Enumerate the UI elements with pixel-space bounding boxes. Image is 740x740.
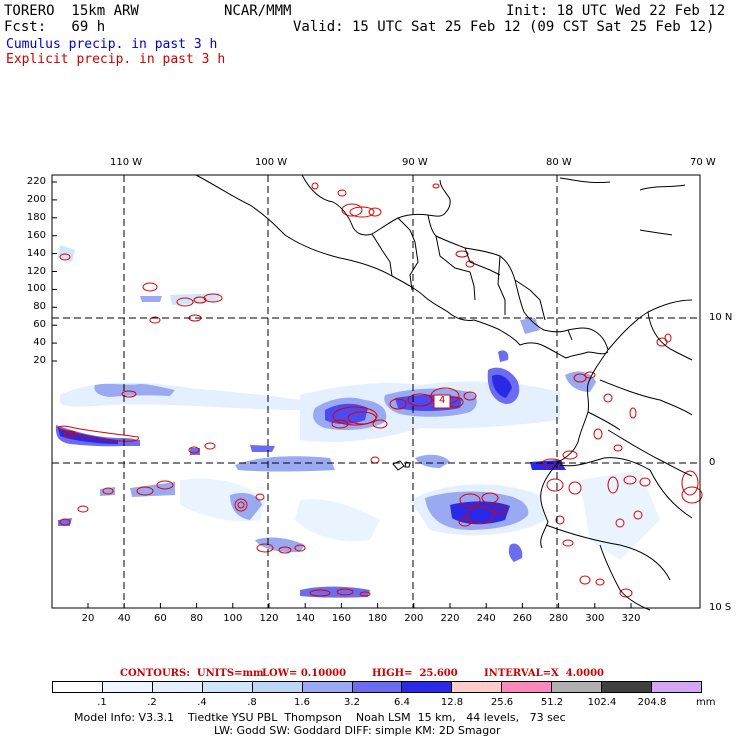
valid-time: Valid: 15 UTC Sat 25 Feb 12 (09 CST Sat …: [293, 19, 715, 35]
lon-label-90w: 90 W: [402, 157, 428, 168]
colorbar-label: 1.6: [294, 697, 310, 708]
colorbar-label: .1: [97, 697, 107, 708]
forecast-hour: Fcst: 69 h: [4, 19, 106, 35]
lon-label-80w: 80 W: [546, 157, 572, 168]
explicit-precip-contours: [57, 182, 703, 598]
colorbar-segment: [652, 682, 701, 692]
x-tick-label: 20: [81, 613, 95, 624]
x-tick-label: 260: [512, 613, 532, 624]
colorbar-segment: [602, 682, 653, 692]
contour-high: HIGH= 25.600: [372, 668, 458, 679]
colorbar-segment: [302, 682, 353, 692]
x-tick-label: 160: [331, 613, 351, 624]
contour-label-box: [433, 394, 451, 409]
lat-lon-grid: [52, 175, 700, 608]
colorbar-segment: [152, 682, 203, 692]
colorbar-segment: [202, 682, 253, 692]
x-tick-label: 40: [117, 613, 131, 624]
y-tick-label: 80: [33, 301, 46, 313]
colorbar-label: .8: [247, 697, 257, 708]
init-time: Init: 18 UTC Wed 22 Feb 12: [506, 3, 726, 19]
colorbar-label: 3.2: [344, 697, 360, 708]
y-tick-label: 120: [26, 265, 46, 277]
lat-label-10s: 10 S: [709, 602, 732, 613]
colorbar-segment: [352, 682, 403, 692]
colorbar-unit: mm: [696, 697, 716, 708]
x-tick-label: 280: [549, 613, 569, 624]
contour-units: CONTOURS: UNITS=mm: [120, 668, 264, 679]
x-tick-label: 100: [223, 613, 243, 624]
colorbar-label: 51.2: [540, 697, 564, 708]
y-tick-label: 160: [26, 229, 46, 241]
colorbar-label: 25.6: [490, 697, 514, 708]
x-tick-label: 200: [404, 613, 424, 624]
lon-label-70w: 70 W: [690, 157, 716, 168]
cumulus-precip-field: [55, 245, 660, 598]
x-tick-label: 80: [190, 613, 203, 624]
y-tick-label: 200: [26, 193, 46, 205]
map-frame: [51, 174, 701, 609]
contour-label: 4: [439, 395, 446, 406]
lat-label-10n: 10 N: [709, 312, 733, 323]
lat-label-0: 0: [709, 457, 716, 468]
colorbar-label: 6.4: [394, 697, 410, 708]
y-tick-label: 180: [26, 211, 46, 223]
colorbar-segment: [102, 682, 153, 692]
x-tick-label: 60: [154, 613, 167, 624]
y-tick-label: 20: [33, 355, 46, 366]
org-label: NCAR/MMM: [224, 3, 292, 19]
x-tick-label: 320: [621, 613, 641, 624]
y-tick-label: 140: [26, 247, 46, 259]
colorbar-segment: [502, 682, 553, 692]
model-physics: LW: Godd SW: Goddard DIFF: simple KM: 2D…: [214, 724, 501, 737]
y-tick-label: 100: [26, 283, 46, 295]
colorbar-label: 204.8: [637, 697, 667, 708]
x-tick-label: 140: [295, 613, 315, 624]
cumulus-legend: Cumulus precip. in past 3 h: [6, 37, 218, 52]
y-tick-label: 220: [26, 176, 46, 187]
contour-low: LOW= 0.10000: [262, 668, 347, 679]
y-tick-label: 40: [33, 337, 46, 349]
colorbar-segment: [552, 682, 603, 692]
x-tick-label: 300: [585, 613, 605, 624]
x-tick-label: 240: [476, 613, 496, 624]
colorbar-segment: [402, 682, 453, 692]
colorbar-label: .4: [197, 697, 207, 708]
x-tick-label: 120: [259, 613, 279, 624]
colorbar-label: .2: [147, 697, 157, 708]
axis-ticks: [52, 181, 632, 608]
colorbar-segment: [452, 682, 503, 692]
x-tick-label: 180: [368, 613, 388, 624]
lon-label-100w: 100 W: [255, 157, 288, 168]
explicit-legend: Explicit precip. in past 3 h: [6, 52, 226, 67]
colorbar-label: 102.4: [587, 697, 617, 708]
y-tick-label: 60: [33, 319, 46, 331]
lon-label-110w: 110 W: [110, 157, 143, 168]
colorbar-segment: [53, 682, 103, 692]
x-tick-label: 220: [440, 613, 460, 624]
coastlines: [195, 174, 693, 611]
model-info: Model Info: V3.3.1 Tiedtke YSU PBL Thomp…: [74, 711, 566, 724]
colorbar-label: 12.8: [440, 697, 464, 708]
contour-interval: INTERVAL=X 4.0000: [484, 668, 604, 679]
colorbar-segment: [252, 682, 303, 692]
model-title: TORERO 15km ARW: [4, 3, 139, 19]
colorbar: [52, 681, 702, 693]
